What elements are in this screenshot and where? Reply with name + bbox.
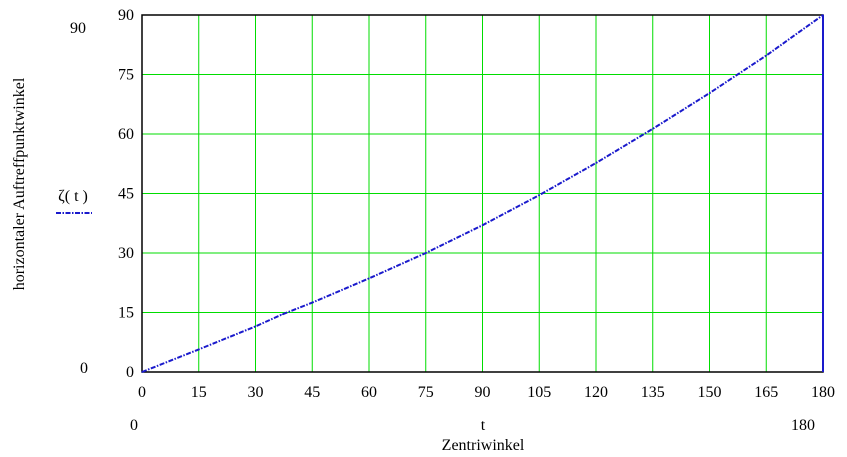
x-tick-label: 120 (584, 384, 608, 401)
data-point (481, 224, 484, 226)
data-point (281, 313, 283, 316)
y-tick-label: 60 (118, 126, 134, 143)
x-tick-label: 60 (361, 384, 377, 401)
y-tick-label: 30 (118, 245, 134, 262)
y-tick-label: 90 (118, 7, 134, 24)
data-point (595, 162, 597, 164)
y-tick-label: 75 (118, 67, 134, 84)
x-tick-label: 30 (248, 384, 264, 401)
data-point (141, 371, 143, 373)
data-point (765, 54, 767, 57)
x-tick-label: 45 (304, 384, 320, 401)
x-range-min-label: 0 (130, 417, 138, 434)
y-tick-label: 15 (118, 305, 134, 322)
data-point (708, 92, 711, 94)
data-point (311, 301, 313, 304)
x-tick-label: 15 (191, 384, 207, 401)
x-axis-title: Zentriwinkel (442, 437, 525, 454)
series-line (141, 14, 824, 373)
legend: ζ( t ) (56, 188, 92, 214)
y-tick-label: 45 (118, 186, 134, 203)
data-point (652, 128, 654, 130)
x-tick-label: 105 (527, 384, 551, 401)
data-point (254, 325, 257, 327)
y-tick-label: 0 (126, 364, 134, 381)
y-range-min-label: 0 (80, 360, 88, 377)
x-tick-label: 135 (641, 384, 665, 401)
x-tick-label: 90 (475, 384, 491, 401)
x-tick-label: 180 (811, 384, 835, 401)
x-tick-label: 75 (418, 384, 434, 401)
legend-series-name: ζ( t ) (58, 188, 88, 205)
data-point (198, 348, 200, 350)
y-range-max-label: 90 (70, 20, 86, 37)
data-point (425, 252, 427, 254)
grid (142, 15, 823, 372)
x-variable-label: t (481, 417, 486, 434)
y-axis-title: horizontaler Auftreffpunktwinkel (11, 77, 28, 290)
data-point (822, 14, 824, 16)
data-point (538, 194, 540, 196)
tick-labels: 0 15 30 45 60 75 90 105 120 135 150 165 180 0 15 30 45 60… (118, 7, 835, 401)
data-point (368, 277, 370, 279)
x-tick-label: 165 (754, 384, 778, 401)
x-tick-label: 150 (698, 384, 722, 401)
x-range-max-label: 180 (791, 417, 815, 434)
x-tick-label: 0 (138, 384, 146, 401)
series-layer (141, 14, 824, 373)
